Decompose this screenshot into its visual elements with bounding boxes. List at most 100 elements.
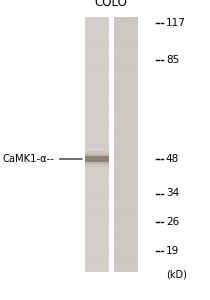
Bar — [85, 50, 109, 55]
Bar — [85, 93, 109, 98]
Bar — [85, 216, 109, 221]
Text: 48: 48 — [166, 154, 179, 164]
Bar — [85, 152, 109, 157]
Bar — [85, 72, 109, 76]
Bar — [114, 25, 138, 30]
Bar — [85, 59, 109, 64]
Bar — [85, 263, 109, 268]
Bar — [114, 131, 138, 136]
Bar — [85, 156, 109, 162]
Bar — [114, 106, 138, 110]
Bar — [85, 229, 109, 233]
Bar — [85, 208, 109, 212]
Bar — [114, 191, 138, 195]
Bar — [114, 157, 138, 161]
Bar — [114, 29, 138, 34]
Bar — [114, 208, 138, 212]
Bar — [114, 212, 138, 217]
Bar — [114, 178, 138, 182]
Bar — [114, 72, 138, 76]
Text: 34: 34 — [166, 188, 179, 199]
Bar — [85, 110, 109, 115]
Bar — [114, 101, 138, 106]
Bar — [114, 46, 138, 51]
Bar — [114, 220, 138, 225]
Bar — [114, 89, 138, 93]
Bar — [114, 21, 138, 25]
Bar — [114, 169, 138, 174]
Bar — [114, 50, 138, 55]
Bar — [85, 195, 109, 200]
Bar — [85, 225, 109, 229]
Bar — [85, 97, 109, 102]
Bar — [114, 68, 138, 72]
Bar — [114, 16, 138, 272]
Bar — [114, 216, 138, 221]
Bar — [85, 246, 109, 250]
Bar — [85, 174, 109, 178]
Bar — [85, 80, 109, 85]
Bar — [85, 21, 109, 25]
Bar — [85, 16, 109, 272]
Bar — [85, 101, 109, 106]
Bar — [85, 85, 109, 89]
Bar — [114, 97, 138, 102]
Bar — [85, 144, 109, 148]
Bar — [85, 25, 109, 30]
Bar — [114, 238, 138, 242]
Bar — [85, 140, 109, 144]
Bar — [85, 89, 109, 93]
Bar — [85, 242, 109, 246]
Bar — [85, 212, 109, 217]
Bar — [85, 154, 109, 164]
Bar — [114, 242, 138, 246]
Text: 19: 19 — [166, 245, 179, 256]
Bar — [114, 118, 138, 123]
Text: COLO: COLO — [95, 0, 128, 9]
Text: CaMK1-α--: CaMK1-α-- — [2, 154, 54, 164]
Bar — [85, 131, 109, 136]
Bar — [114, 203, 138, 208]
Bar — [114, 182, 138, 187]
Bar — [85, 136, 109, 140]
Bar — [114, 114, 138, 119]
Bar — [114, 140, 138, 144]
Bar — [85, 161, 109, 166]
Bar — [114, 55, 138, 59]
Bar — [85, 29, 109, 34]
Bar — [114, 225, 138, 229]
Bar — [85, 191, 109, 195]
Bar — [85, 16, 109, 21]
Text: 26: 26 — [166, 217, 179, 227]
Bar — [85, 42, 109, 46]
Bar — [114, 259, 138, 263]
Bar — [85, 68, 109, 72]
Bar — [114, 246, 138, 250]
Text: 85: 85 — [166, 55, 179, 65]
Bar — [85, 233, 109, 238]
Bar — [114, 165, 138, 170]
Text: (kD): (kD) — [166, 269, 187, 280]
Bar — [114, 38, 138, 42]
Bar — [85, 156, 109, 162]
Bar — [114, 80, 138, 85]
Bar — [85, 76, 109, 80]
Bar — [85, 127, 109, 131]
Bar — [114, 63, 138, 68]
Bar — [85, 220, 109, 225]
Bar — [114, 199, 138, 204]
Text: 117: 117 — [166, 17, 186, 28]
Bar — [85, 46, 109, 51]
Bar — [114, 42, 138, 46]
Bar — [85, 34, 109, 38]
Bar — [114, 123, 138, 127]
Bar — [85, 238, 109, 242]
Bar — [114, 148, 138, 153]
Bar — [85, 199, 109, 204]
Bar — [114, 136, 138, 140]
Bar — [85, 38, 109, 42]
Bar — [114, 250, 138, 255]
Bar — [114, 263, 138, 268]
Bar — [114, 267, 138, 272]
Bar — [114, 187, 138, 191]
